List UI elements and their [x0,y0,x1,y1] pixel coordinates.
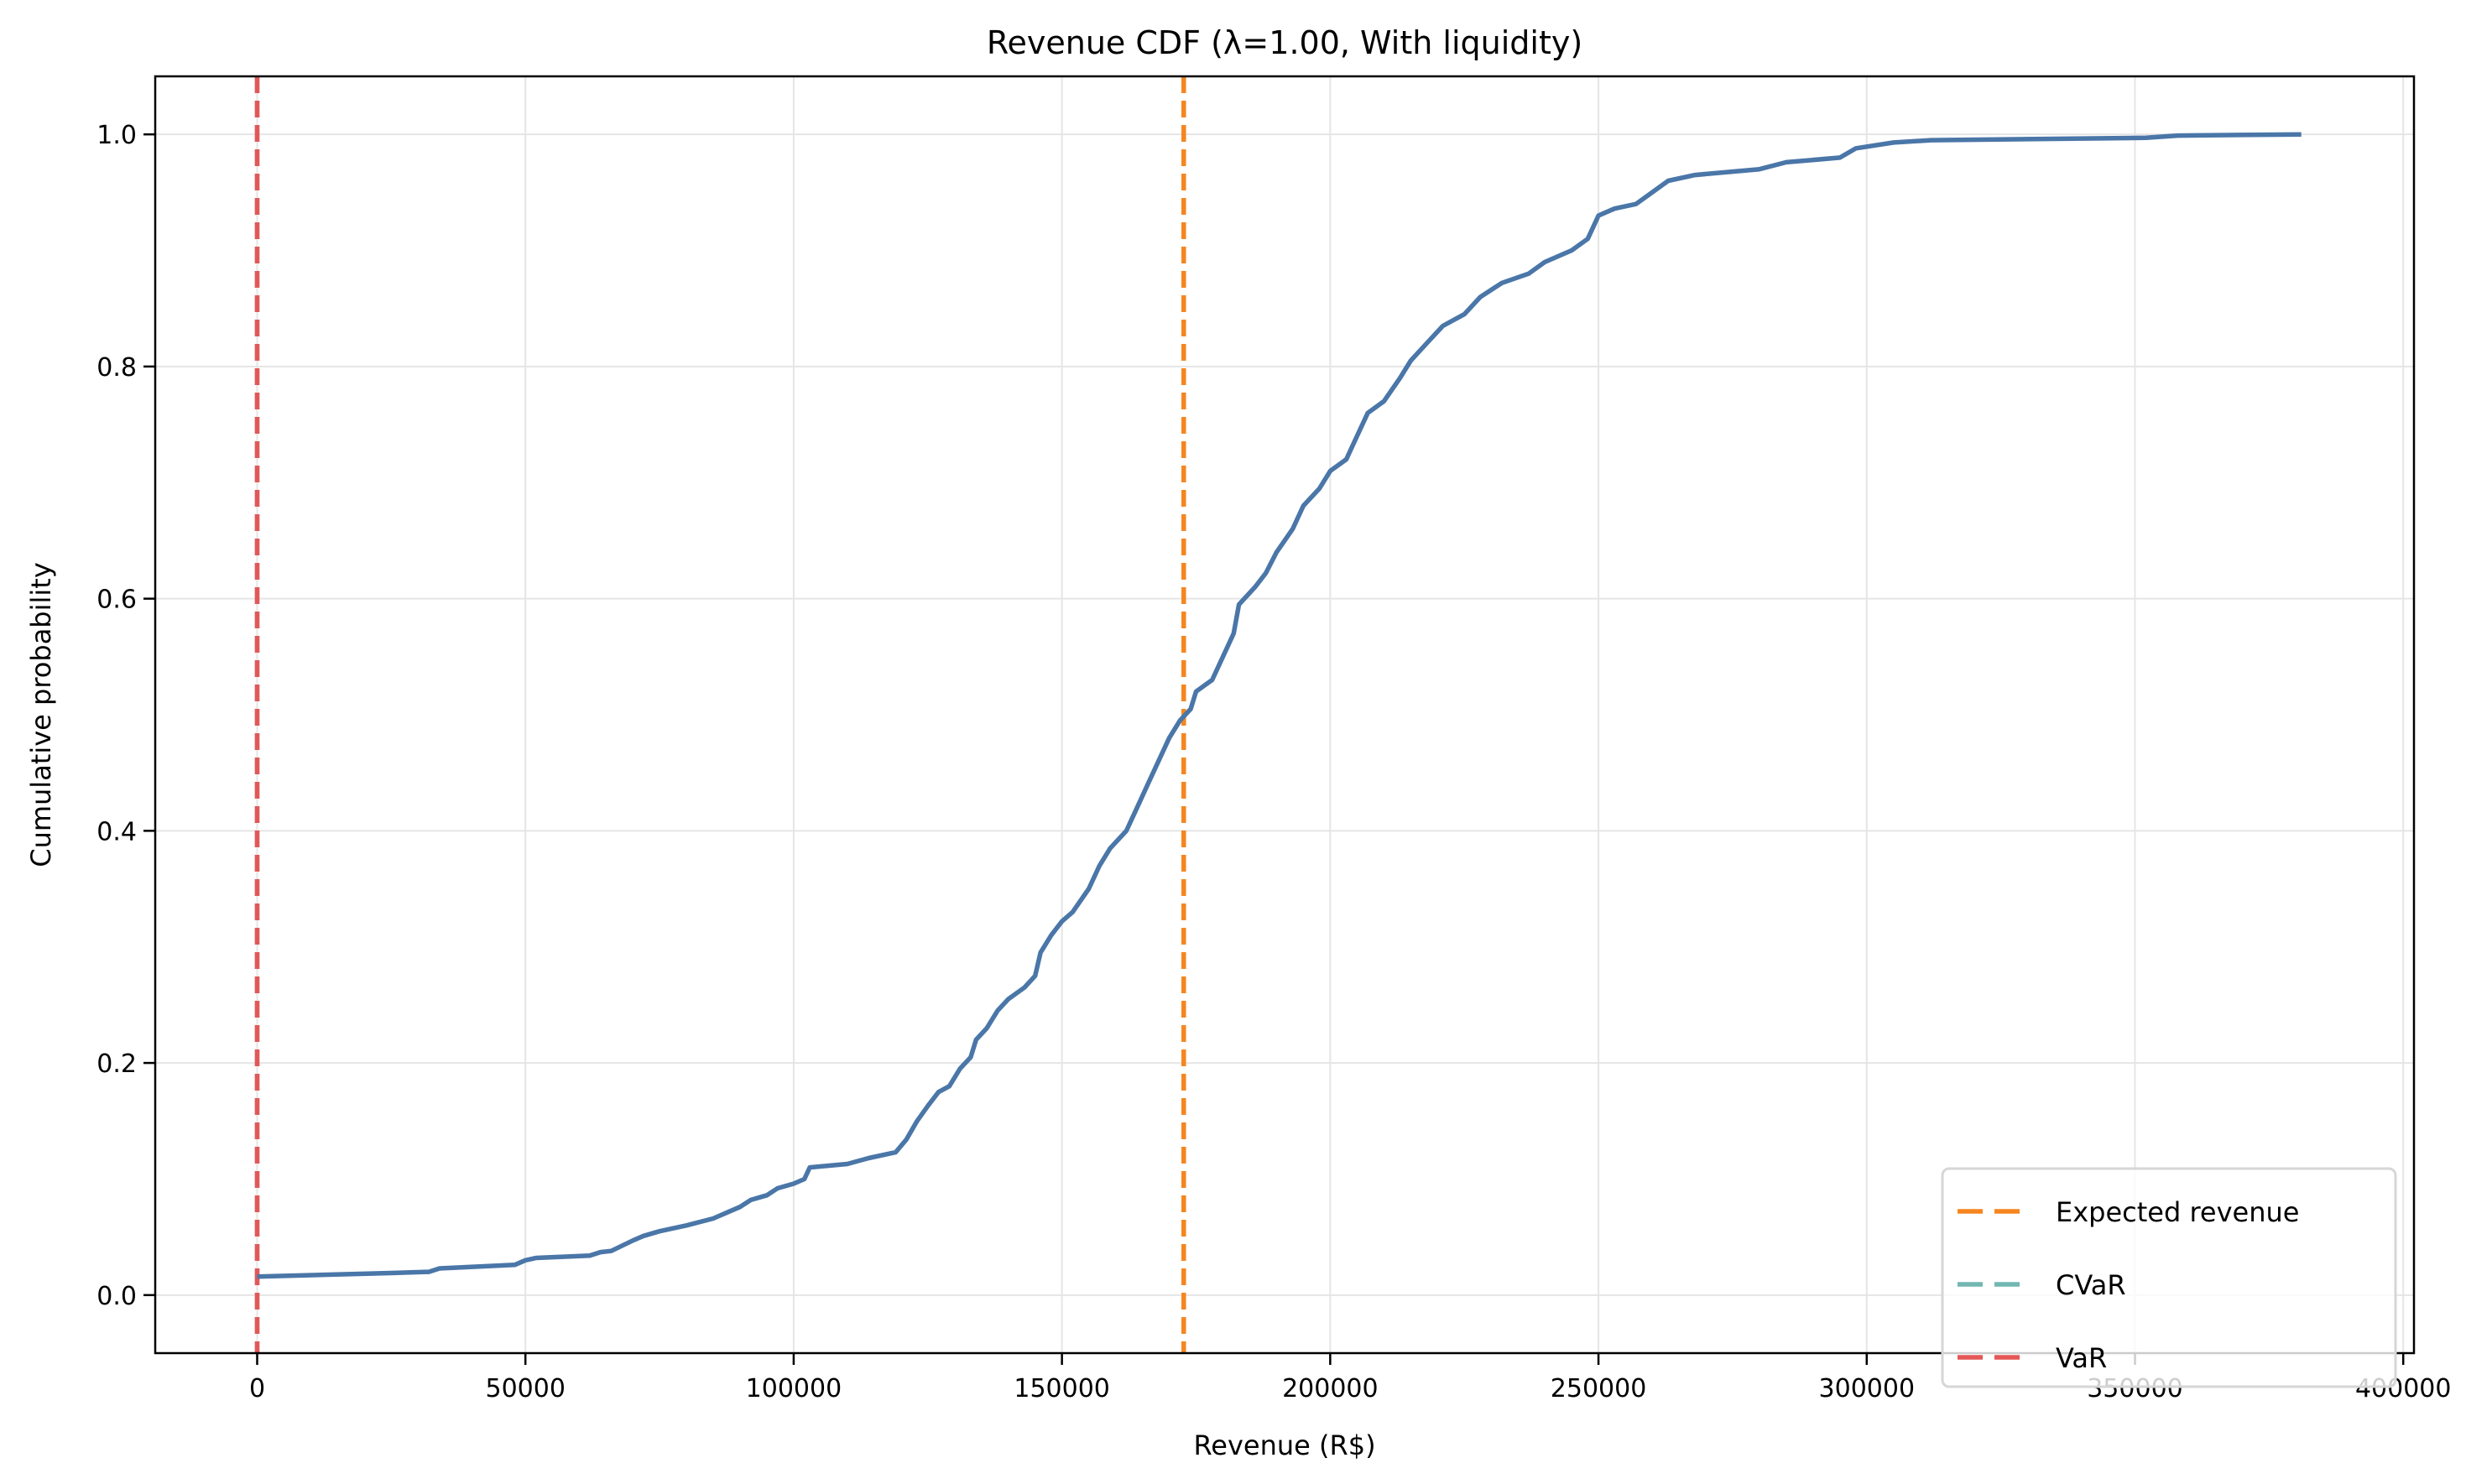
legend-label: CVaR [2056,1269,2126,1301]
x-tick-label: 50000 [485,1374,565,1403]
grid [155,76,2414,1353]
x-tick-label: 200000 [1282,1374,1379,1403]
x-tick-label: 150000 [1014,1374,1110,1403]
legend: Expected revenue CVaR VaR [1941,1167,2397,1388]
y-axis-ticks: 0.0 0.2 0.4 0.6 0.8 1.0 [96,121,155,1311]
legend-label: Expected revenue [2056,1196,2299,1228]
y-tick-label: 0.4 [96,817,137,846]
reference-lines [254,76,1186,1353]
x-tick-label: 100000 [746,1374,842,1403]
y-tick-label: 0.0 [96,1282,137,1311]
x-axis-label: Revenue (R$) [1193,1429,1375,1461]
series-layer [257,132,2302,1279]
y-tick-label: 1.0 [96,121,137,150]
x-tick-label: 250000 [1551,1374,1647,1403]
cdf-line [257,132,2302,1279]
x-tick-label: 300000 [1819,1374,1916,1403]
y-axis-label: Cumulative probability [25,562,57,867]
legend-label: VaR [2056,1342,2107,1374]
x-tick-label: 0 [249,1374,265,1403]
chart-title: Revenue CDF (λ=1.00, With liquidity) [987,24,1582,61]
y-tick-label: 0.2 [96,1049,137,1079]
plot-frame [154,75,2416,1355]
legend-box [1941,1167,2397,1388]
y-tick-label: 0.8 [96,353,137,383]
y-tick-label: 0.6 [96,586,137,615]
